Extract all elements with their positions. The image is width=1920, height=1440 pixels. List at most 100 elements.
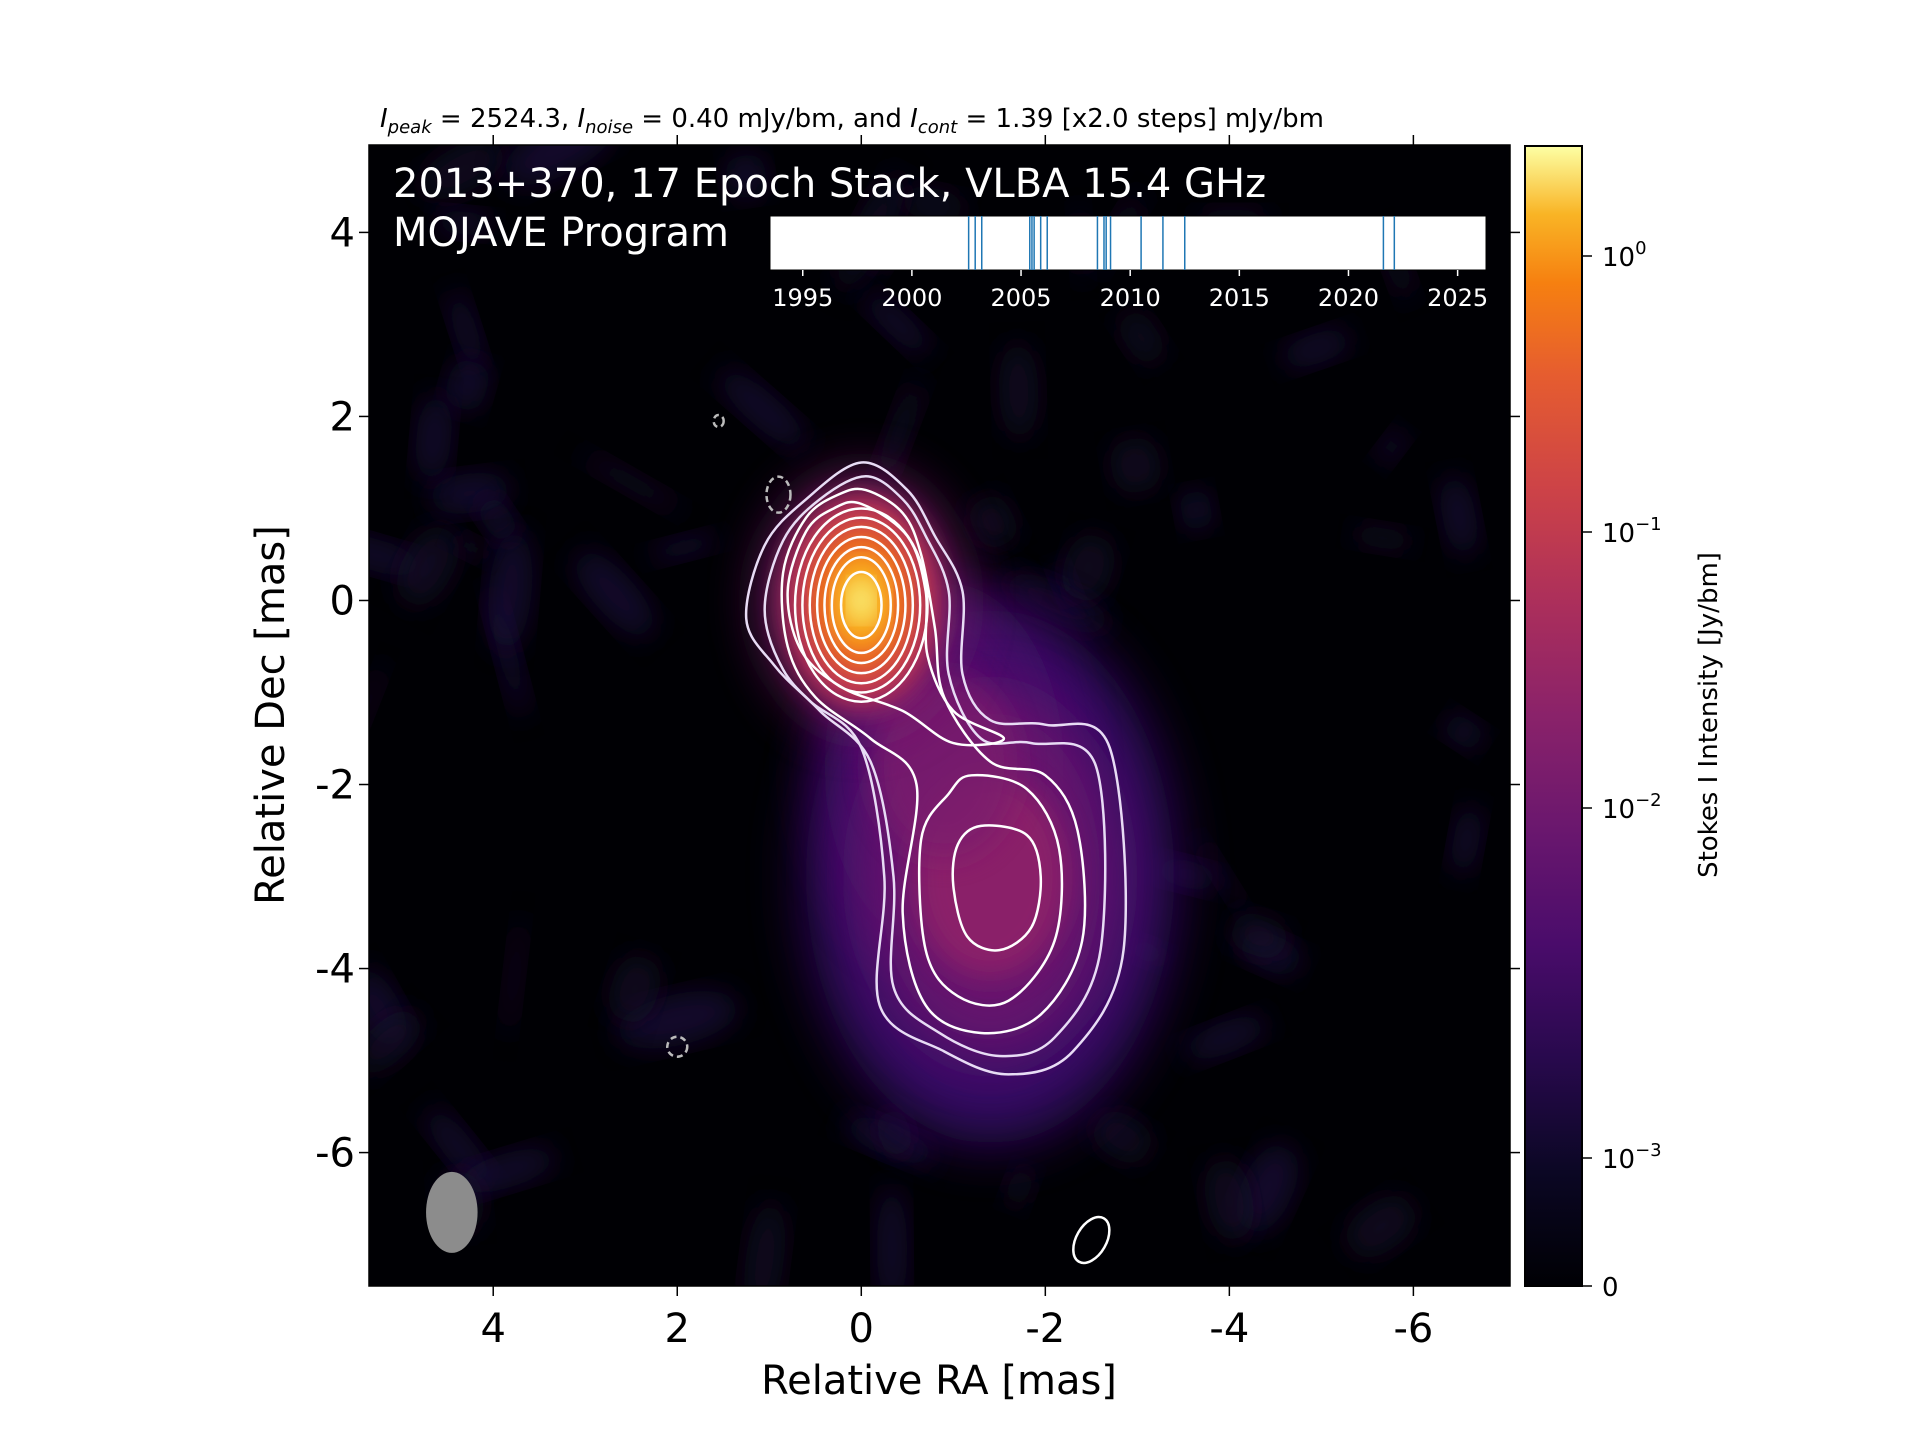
x-tick-label: -2 bbox=[1025, 1306, 1065, 1352]
noise-blob bbox=[415, 393, 452, 483]
colorbar-tick-label: 0 bbox=[1602, 1273, 1619, 1303]
noise-blob bbox=[876, 1184, 908, 1286]
emission-component bbox=[870, 674, 1018, 859]
timeline-tick-label: 2015 bbox=[1209, 284, 1270, 312]
noise-blob bbox=[503, 914, 526, 1039]
negative-contour bbox=[765, 475, 792, 514]
noise-blob bbox=[649, 533, 720, 562]
noise-blob bbox=[1119, 310, 1164, 365]
noise-blob bbox=[969, 495, 1017, 549]
timeline-tick-label: 2010 bbox=[1100, 284, 1161, 312]
noise-blob bbox=[397, 526, 459, 607]
noise-blob bbox=[1450, 803, 1482, 877]
noise-blob bbox=[1183, 1015, 1268, 1060]
noise-blob bbox=[1109, 436, 1162, 494]
restoring-beam bbox=[426, 1171, 478, 1253]
core-contour bbox=[823, 545, 900, 665]
x-tick-label: -4 bbox=[1209, 1306, 1249, 1352]
y-axis-label: Relative Dec [mas] bbox=[248, 525, 294, 905]
noise-blob bbox=[434, 209, 493, 237]
colorbar-tick-label: 100 bbox=[1602, 238, 1647, 273]
noise-blob bbox=[1350, 524, 1415, 552]
colorbar-label: Stokes I Intensity [Jy/bm] bbox=[1694, 552, 1724, 878]
stats-subtitle: Ipeak = 2524.3, Inoise = 0.40 mJy/bm, an… bbox=[380, 104, 1324, 138]
noise-blob bbox=[899, 186, 967, 223]
timeline-tick-label: 2020 bbox=[1318, 284, 1379, 312]
colorbar-gradient bbox=[1524, 145, 1583, 1287]
x-tick-label: 4 bbox=[480, 1306, 505, 1352]
timeline-tick-label: 2005 bbox=[990, 284, 1051, 312]
emission-component bbox=[850, 582, 873, 619]
noise-blob bbox=[863, 291, 931, 356]
timeline-box bbox=[769, 215, 1487, 271]
noise-blob bbox=[488, 529, 533, 652]
core-contour bbox=[815, 535, 907, 675]
noise-blob bbox=[718, 369, 807, 449]
timeline-epochs bbox=[967, 216, 1396, 270]
contour-line bbox=[1072, 1215, 1111, 1265]
noise-blob bbox=[1229, 913, 1289, 958]
noise-blob bbox=[1345, 1196, 1416, 1258]
x-tick-label: 0 bbox=[849, 1306, 874, 1352]
y-tick-label: 4 bbox=[330, 210, 355, 256]
noise-blob bbox=[1440, 474, 1478, 558]
core-contour bbox=[830, 555, 892, 655]
contour-line bbox=[744, 461, 1128, 1076]
colorbar-tick-label: 10−2 bbox=[1602, 790, 1662, 825]
noise-blob bbox=[744, 1199, 786, 1286]
noise-blob bbox=[998, 341, 1039, 441]
y-tick-label: 2 bbox=[330, 394, 355, 440]
timeline-ticks: 1995 2000 2005 2010 2015 2020 2025 bbox=[772, 270, 1488, 312]
noise-blob bbox=[1062, 533, 1115, 603]
noise-blob bbox=[1280, 329, 1352, 368]
y-tick-label: -4 bbox=[315, 947, 355, 993]
noise-blob bbox=[455, 1148, 558, 1194]
x-tick-label: -6 bbox=[1393, 1306, 1433, 1352]
timeline-tick-label: 1995 bbox=[772, 284, 833, 312]
negative-contour bbox=[666, 1035, 689, 1059]
jet-emission bbox=[764, 476, 1175, 1144]
noise-blob bbox=[448, 533, 494, 562]
negative-contour bbox=[712, 413, 725, 429]
noise-blob bbox=[579, 451, 684, 514]
noise-blob bbox=[609, 954, 661, 1024]
colorbar-tick-label: 10−1 bbox=[1602, 514, 1662, 549]
noise-blob bbox=[876, 1107, 912, 1158]
noise-blob bbox=[1195, 834, 1248, 917]
core-contour bbox=[793, 507, 929, 703]
noise-blob bbox=[724, 153, 768, 200]
epoch-timeline: 1995 2000 2005 2010 2015 2020 2025 bbox=[769, 215, 1488, 312]
contour-line bbox=[951, 824, 1043, 952]
x-axis-ticks: 4 2 0 -2 -4 -6 bbox=[480, 135, 1433, 1352]
intensity-contours bbox=[666, 413, 1128, 1265]
timeline-tick-label: 2025 bbox=[1427, 284, 1488, 312]
noise-blob bbox=[1004, 1167, 1035, 1208]
y-tick-label: 0 bbox=[330, 578, 355, 624]
intensity-map bbox=[369, 145, 1510, 1286]
core-contour bbox=[801, 516, 922, 694]
colorbar-tick-label: 10−3 bbox=[1602, 1140, 1662, 1175]
x-axis-label: Relative RA [mas] bbox=[761, 1358, 1117, 1404]
x-tick-label: 2 bbox=[665, 1306, 690, 1352]
y-tick-label: -2 bbox=[315, 763, 355, 809]
noise-blob bbox=[1178, 488, 1214, 532]
noise-blob bbox=[419, 145, 506, 199]
colorbar-ticks: 100 10−1 10−2 10−3 0 bbox=[1582, 238, 1662, 1303]
noise-blob bbox=[1003, 573, 1111, 634]
core-contour bbox=[808, 525, 915, 685]
noise-blob bbox=[1092, 1111, 1152, 1163]
contour-line bbox=[917, 773, 1064, 1007]
chart-title-line1: 2013+370, 17 Epoch Stack, VLBA 15.4 GHz bbox=[393, 161, 1266, 207]
y-tick-label: -6 bbox=[315, 1131, 355, 1177]
colorbar: 100 10−1 10−2 10−3 0 Stokes I Intensity [Jy/… bbox=[1524, 145, 1724, 1303]
contour-line bbox=[763, 475, 1107, 1058]
chart-title-line2: MOJAVE Program bbox=[393, 210, 729, 256]
noise-blob bbox=[503, 145, 617, 186]
noise-blob bbox=[574, 551, 655, 637]
noise-blob bbox=[448, 288, 484, 374]
noise-blob bbox=[369, 1010, 422, 1074]
noise-blob bbox=[875, 376, 924, 488]
timeline-tick-label: 2000 bbox=[881, 284, 942, 312]
y-axis-ticks: 4 2 0 -2 -4 -6 bbox=[315, 210, 1520, 1177]
